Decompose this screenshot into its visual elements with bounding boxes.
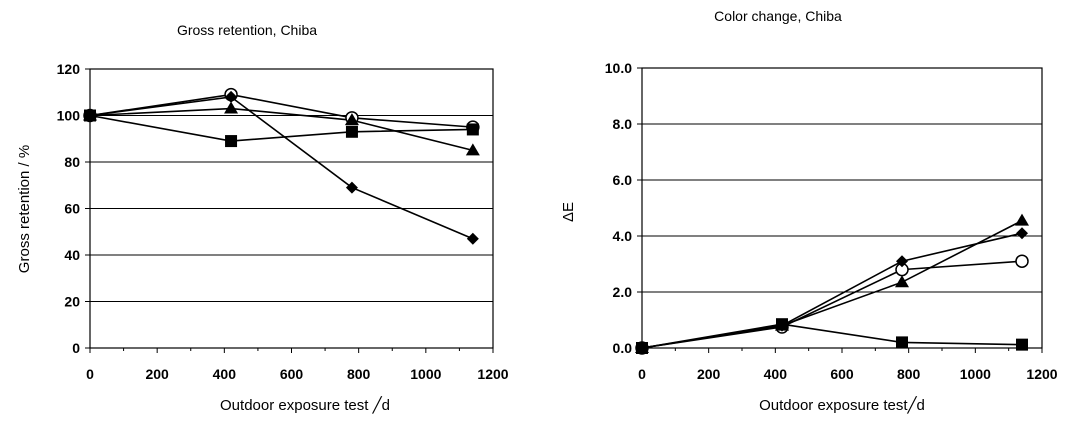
y-axis-label: Gross retention / % <box>16 145 33 273</box>
y-tick-label: 60 <box>64 201 80 217</box>
y-tick-label: 6.0 <box>613 172 633 188</box>
x-tick-label: 1200 <box>1026 366 1057 382</box>
y-tick-label: 80 <box>64 154 80 170</box>
y-tick-label: 120 <box>57 61 81 77</box>
y-tick-label: 2.0 <box>613 284 633 300</box>
series-line-triangle <box>641 219 1023 349</box>
data-point-diamond <box>636 342 648 354</box>
chart-title: Color change, Chiba <box>714 8 842 24</box>
x-tick-label: 400 <box>764 366 788 382</box>
x-tick-label: 1000 <box>410 366 441 382</box>
y-tick-label: 8.0 <box>613 116 633 132</box>
data-point-diamond <box>225 90 238 103</box>
y-tick-label: 0.0 <box>613 340 633 356</box>
y-tick-label: 40 <box>64 247 80 263</box>
x-tick-label: 800 <box>347 366 371 382</box>
x-tick-label: 0 <box>86 366 94 382</box>
series-line-diamond <box>641 232 1023 349</box>
x-axis-label: Outdoor exposure test ╱d <box>220 396 390 414</box>
x-tick-label: 0 <box>638 366 646 382</box>
data-point-diamond <box>776 319 788 332</box>
y-tick-label: 100 <box>57 108 81 124</box>
gross-retention-chart: Gross retention, Chiba Outdoor exposure … <box>16 22 509 414</box>
data-point-triangle <box>344 113 359 126</box>
x-tick-label: 400 <box>213 366 237 382</box>
x-tick-label: 1000 <box>960 366 991 382</box>
series-line-circle-open <box>89 93 473 128</box>
data-point-triangle <box>895 275 909 288</box>
data-point-diamond <box>1016 227 1028 240</box>
x-tick-label: 800 <box>897 366 921 382</box>
x-tick-label: 1200 <box>477 366 508 382</box>
x-tick-label: 200 <box>697 366 721 382</box>
x-tick-label: 600 <box>280 366 304 382</box>
series-line-square <box>89 114 473 142</box>
color-change-chart: Color change, Chiba Outdoor exposure tes… <box>560 8 1058 414</box>
y-axis-label: ΔE <box>560 202 577 222</box>
data-point-square <box>1016 338 1028 351</box>
data-point-triangle <box>1015 213 1029 226</box>
y-tick-label: 20 <box>64 294 80 310</box>
data-point-diamond <box>466 232 479 245</box>
data-point-triangle <box>224 101 239 114</box>
plot-frame <box>641 67 1043 349</box>
y-tick-label: 4.0 <box>613 228 633 244</box>
series-line-triangle <box>89 107 474 152</box>
chart-title: Gross retention, Chiba <box>177 22 317 38</box>
data-point-square <box>466 123 479 136</box>
data-point-diamond <box>896 255 908 268</box>
data-point-square <box>896 336 908 349</box>
y-tick-label: 10.0 <box>605 60 632 76</box>
data-point-triangle <box>465 143 480 156</box>
data-point-square <box>225 135 238 148</box>
series-line-diamond <box>89 96 474 240</box>
series-line-square <box>641 323 1023 349</box>
series-line-circle-open <box>641 260 1023 349</box>
data-point-square <box>345 125 358 138</box>
data-point-diamond <box>345 181 358 194</box>
data-point-diamond <box>84 109 96 122</box>
y-tick-label: 0 <box>72 340 80 356</box>
x-tick-label: 200 <box>145 366 169 382</box>
plot-area: 0 200 400 600 800 1000 1200 0 20 40 60 80 100 120 <box>57 61 509 382</box>
x-tick-label: 600 <box>830 366 854 382</box>
data-point-circle-open <box>1015 254 1029 268</box>
plot-area: 0 200 400 600 800 1000 1200 0.0 2.0 4.0 6.0 8.0 10.0 <box>605 60 1058 382</box>
x-axis-label: Outdoor exposure test╱d <box>759 396 925 414</box>
